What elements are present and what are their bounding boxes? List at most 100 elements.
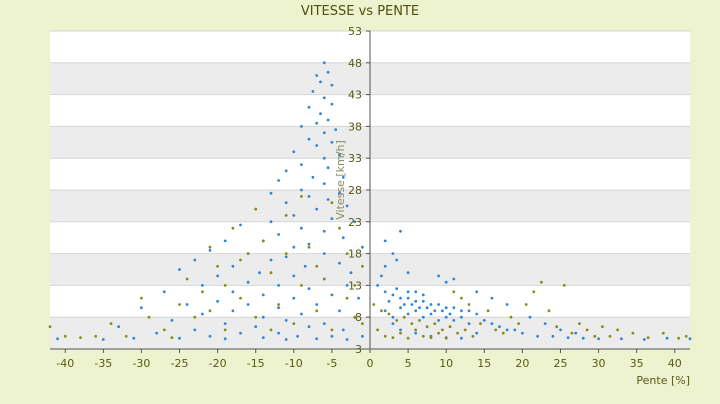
data-point-blue bbox=[528, 315, 532, 319]
data-point-olive bbox=[444, 336, 448, 340]
data-point-blue bbox=[387, 299, 391, 303]
chart-title: VITESSE vs PENTE bbox=[301, 4, 419, 19]
x-tick-label: 35 bbox=[630, 357, 644, 370]
data-point-blue bbox=[326, 198, 330, 201]
data-point-blue bbox=[460, 309, 463, 313]
data-point-olive bbox=[223, 284, 227, 287]
data-point-blue bbox=[418, 306, 421, 310]
data-point-blue bbox=[376, 284, 379, 287]
data-point-olive bbox=[94, 334, 98, 338]
data-point-blue bbox=[505, 328, 509, 332]
data-point-olive bbox=[463, 328, 467, 332]
y-tick-label: 38 bbox=[348, 120, 362, 133]
data-point-blue bbox=[395, 287, 399, 290]
data-point-olive bbox=[383, 334, 387, 338]
x-tick-label: 10 bbox=[439, 357, 453, 370]
data-point-blue bbox=[421, 293, 425, 297]
data-point-blue bbox=[559, 328, 562, 332]
data-point-olive bbox=[486, 309, 490, 313]
data-point-blue bbox=[216, 299, 220, 303]
data-point-blue bbox=[414, 290, 418, 294]
data-point-olive bbox=[353, 284, 357, 287]
data-point-blue bbox=[140, 306, 143, 310]
data-point-blue bbox=[300, 226, 303, 230]
data-point-olive bbox=[345, 252, 349, 256]
data-point-blue bbox=[475, 312, 479, 316]
data-point-blue bbox=[322, 61, 326, 65]
data-point-blue bbox=[284, 319, 288, 322]
data-point-olive bbox=[684, 334, 688, 338]
data-point-blue bbox=[513, 328, 517, 332]
data-point-blue bbox=[193, 258, 197, 262]
data-point-olive bbox=[414, 328, 418, 332]
y-tick-label: 18 bbox=[348, 248, 362, 261]
y-tick-label: 53 bbox=[348, 25, 362, 38]
data-point-olive bbox=[399, 331, 402, 335]
data-point-blue bbox=[261, 293, 265, 297]
y-tick-label: 33 bbox=[348, 152, 362, 165]
y-tick-label: 43 bbox=[348, 89, 362, 102]
data-point-blue bbox=[490, 322, 494, 325]
data-point-blue bbox=[246, 303, 250, 306]
data-point-olive bbox=[471, 334, 475, 338]
data-point-olive bbox=[631, 331, 635, 335]
data-point-blue bbox=[132, 336, 136, 340]
data-point-olive bbox=[494, 328, 498, 332]
data-point-olive bbox=[345, 296, 349, 300]
data-point-blue bbox=[448, 312, 452, 316]
data-point-blue bbox=[307, 242, 311, 246]
data-point-blue bbox=[117, 325, 120, 329]
data-point-blue bbox=[475, 290, 479, 294]
data-point-olive bbox=[433, 322, 437, 325]
data-point-olive bbox=[441, 328, 444, 332]
data-point-blue bbox=[406, 312, 410, 316]
data-point-olive bbox=[361, 322, 364, 325]
data-point-blue bbox=[475, 331, 479, 335]
data-point-olive bbox=[277, 303, 280, 306]
data-point-blue bbox=[311, 175, 315, 179]
data-point-blue bbox=[437, 319, 440, 322]
data-point-blue bbox=[277, 284, 280, 287]
data-point-blue bbox=[277, 306, 280, 310]
data-point-olive bbox=[284, 252, 288, 256]
data-point-blue bbox=[444, 280, 448, 284]
data-point-olive bbox=[540, 280, 543, 284]
data-point-blue bbox=[315, 303, 319, 306]
data-point-blue bbox=[433, 309, 437, 313]
data-point-blue bbox=[330, 217, 334, 221]
x-tick-label: 20 bbox=[515, 357, 529, 370]
x-tick-label: -30 bbox=[132, 357, 150, 370]
data-point-olive bbox=[330, 201, 334, 205]
data-point-olive bbox=[421, 334, 425, 338]
data-point-blue bbox=[482, 319, 486, 322]
data-point-blue bbox=[338, 261, 341, 265]
data-point-olive bbox=[376, 328, 379, 332]
data-point-olive bbox=[402, 315, 406, 319]
y-tick-label: 13 bbox=[348, 279, 362, 292]
y-tick-label: 28 bbox=[348, 184, 362, 197]
data-point-olive bbox=[410, 322, 414, 325]
data-point-blue bbox=[315, 337, 319, 341]
data-point-blue bbox=[395, 258, 399, 262]
data-point-olive bbox=[330, 328, 334, 332]
x-tick-label: -20 bbox=[209, 357, 227, 370]
x-tick-label: -10 bbox=[285, 357, 303, 370]
data-point-blue bbox=[307, 325, 311, 329]
data-point-blue bbox=[277, 179, 280, 182]
data-point-olive bbox=[555, 325, 559, 329]
data-point-olive bbox=[284, 214, 288, 217]
data-point-blue bbox=[300, 125, 303, 128]
data-point-blue bbox=[315, 207, 319, 211]
tick-labels: -40 -35 -30 -25 -20 -15 -10 -5 0 5 10 15 20 25 30 35 40 3… bbox=[56, 25, 682, 370]
data-point-blue bbox=[284, 338, 288, 341]
data-point-blue bbox=[425, 306, 429, 310]
data-point-blue bbox=[521, 331, 524, 335]
data-point-blue bbox=[444, 315, 448, 319]
data-point-blue bbox=[505, 303, 509, 306]
data-point-blue bbox=[300, 188, 303, 192]
data-point-olive bbox=[570, 331, 574, 335]
data-point-olive bbox=[395, 319, 399, 322]
data-point-blue bbox=[239, 223, 242, 227]
